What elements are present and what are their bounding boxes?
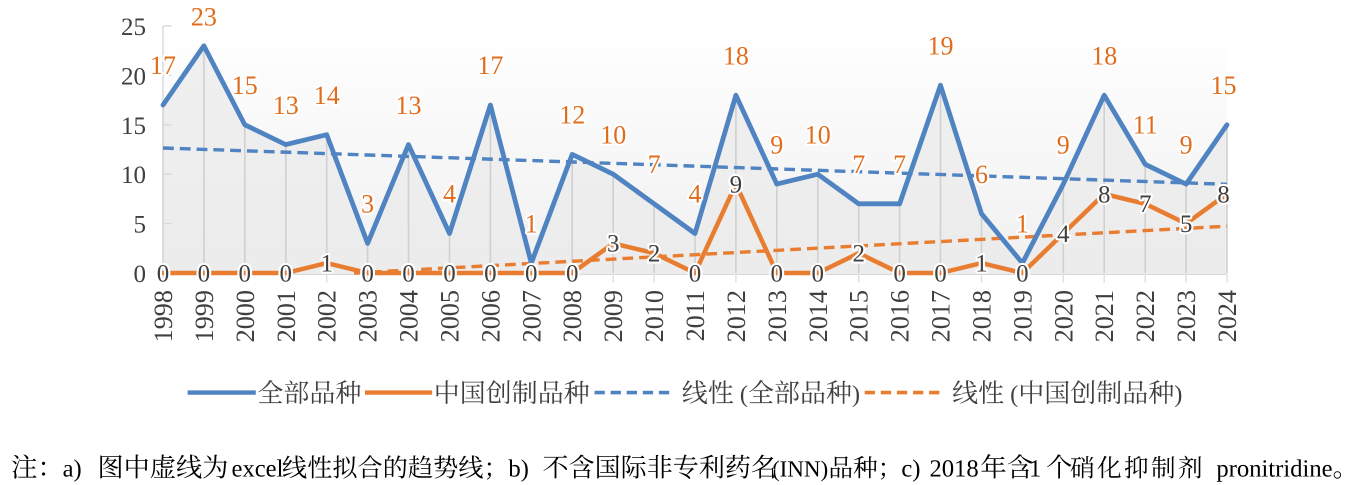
svg-text:2024: 2024 (1213, 290, 1242, 342)
svg-text:20: 20 (121, 63, 146, 90)
svg-text:2012: 2012 (722, 290, 751, 342)
svg-text:2023: 2023 (1172, 290, 1201, 342)
svg-text:2013: 2013 (763, 290, 792, 342)
svg-text:18: 18 (1091, 41, 1117, 70)
svg-text:10: 10 (600, 120, 626, 149)
svg-text:2001: 2001 (272, 290, 301, 342)
svg-text:2003: 2003 (354, 290, 383, 342)
svg-text:2002: 2002 (313, 290, 342, 342)
svg-text:8: 8 (1098, 181, 1111, 208)
svg-text:0: 0 (934, 260, 947, 287)
svg-text:10: 10 (121, 162, 146, 189)
svg-text:2007: 2007 (517, 290, 546, 342)
svg-text:2005: 2005 (436, 290, 465, 342)
svg-text:2017: 2017 (927, 290, 956, 342)
svg-text:17: 17 (150, 51, 176, 80)
svg-text:4: 4 (443, 180, 456, 209)
svg-text:8: 8 (1217, 181, 1230, 208)
svg-text:0: 0 (689, 260, 702, 287)
svg-text:2014: 2014 (804, 290, 833, 342)
svg-text:3: 3 (607, 231, 620, 258)
svg-text:23: 23 (191, 3, 217, 32)
svg-text:2008: 2008 (558, 290, 587, 342)
svg-text:2016: 2016 (886, 290, 915, 342)
svg-text:0: 0 (157, 260, 170, 287)
svg-text:0: 0 (812, 260, 825, 287)
svg-text:2009: 2009 (599, 290, 628, 342)
svg-text:18: 18 (723, 41, 749, 70)
svg-text:2: 2 (852, 241, 865, 268)
svg-text:9: 9 (1057, 130, 1070, 159)
svg-text:17: 17 (477, 51, 503, 80)
svg-text:14: 14 (314, 81, 340, 110)
svg-text:7: 7 (648, 150, 661, 179)
svg-text:4: 4 (689, 180, 702, 209)
svg-text:2004: 2004 (395, 290, 424, 342)
svg-text:1: 1 (320, 250, 333, 277)
svg-text:2019: 2019 (1008, 290, 1037, 342)
svg-text:0: 0 (443, 260, 456, 287)
svg-text:4: 4 (1057, 221, 1070, 248)
svg-text:9: 9 (730, 171, 743, 198)
svg-text:2011: 2011 (681, 290, 710, 341)
svg-text:15: 15 (1211, 71, 1237, 100)
svg-text:1: 1 (525, 209, 538, 238)
svg-text:2000: 2000 (231, 290, 260, 342)
svg-text:6: 6 (975, 160, 988, 189)
svg-text:3: 3 (361, 190, 374, 219)
svg-text:0: 0 (771, 260, 784, 287)
svg-text:0: 0 (1016, 260, 1029, 287)
svg-text:0: 0 (893, 260, 906, 287)
svg-text:1998: 1998 (149, 290, 178, 342)
svg-text:15: 15 (121, 113, 146, 140)
svg-text:0: 0 (566, 260, 579, 287)
svg-text:11: 11 (1133, 111, 1158, 140)
svg-text:2021: 2021 (1090, 290, 1119, 342)
svg-text:0: 0 (239, 260, 252, 287)
svg-text:12: 12 (559, 101, 585, 130)
svg-text:0: 0 (280, 260, 293, 287)
svg-text:15: 15 (232, 71, 258, 100)
svg-text:7: 7 (852, 150, 865, 179)
svg-text:25: 25 (121, 14, 146, 41)
svg-text:5: 5 (134, 212, 147, 239)
svg-text:0: 0 (198, 260, 211, 287)
svg-text:2010: 2010 (640, 290, 669, 342)
svg-text:9: 9 (770, 130, 783, 159)
svg-text:0: 0 (402, 260, 415, 287)
svg-text:2018: 2018 (968, 290, 997, 342)
svg-text:0: 0 (361, 260, 374, 287)
svg-text:9: 9 (1180, 130, 1193, 159)
svg-text:19: 19 (928, 32, 954, 61)
svg-text:0: 0 (134, 261, 147, 288)
svg-text:2022: 2022 (1131, 290, 1160, 342)
svg-text:0: 0 (525, 260, 538, 287)
svg-text:13: 13 (396, 91, 422, 120)
svg-text:2015: 2015 (845, 290, 874, 342)
svg-text:5: 5 (1180, 211, 1193, 238)
svg-text:2006: 2006 (476, 290, 505, 342)
svg-text:1: 1 (1016, 209, 1029, 238)
svg-text:7: 7 (1139, 191, 1152, 218)
svg-text:10: 10 (805, 120, 831, 149)
svg-text:7: 7 (893, 150, 906, 179)
svg-text:13: 13 (273, 91, 299, 120)
svg-text:0: 0 (484, 260, 497, 287)
svg-text:1999: 1999 (190, 290, 219, 342)
svg-text:1: 1 (975, 250, 988, 277)
svg-text:2020: 2020 (1049, 290, 1078, 342)
svg-text:2: 2 (648, 241, 661, 268)
